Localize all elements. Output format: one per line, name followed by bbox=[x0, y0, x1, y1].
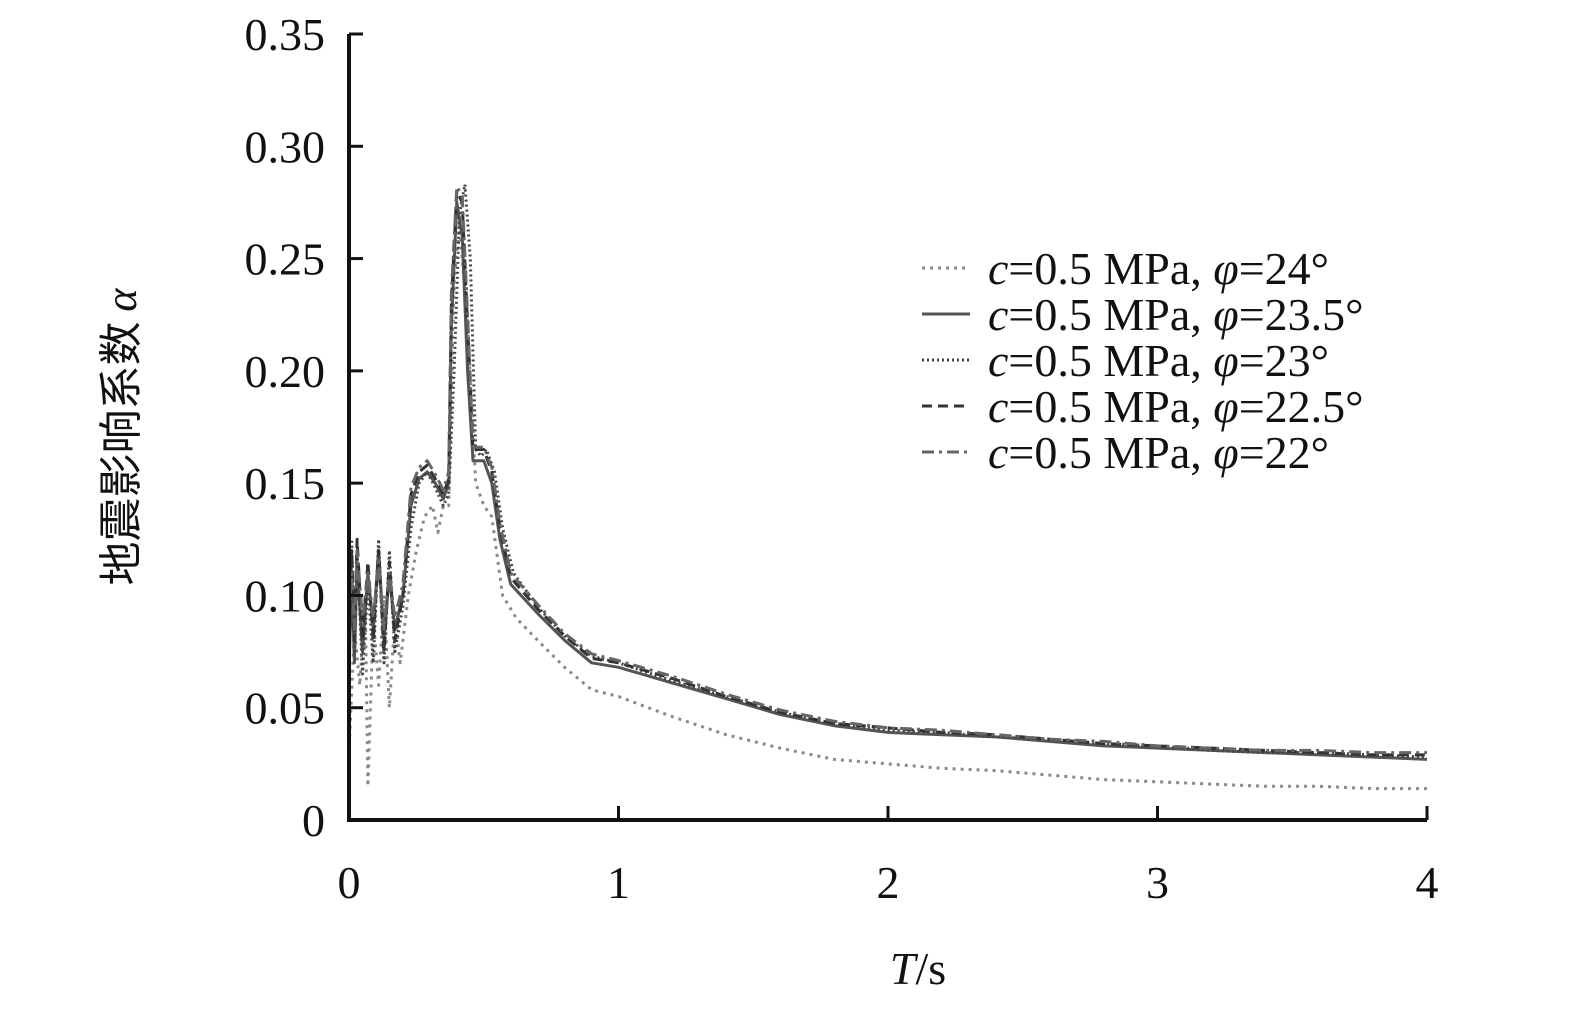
x-tick-label: 2 bbox=[877, 857, 900, 908]
series-line-5 bbox=[347, 185, 1427, 755]
y-tick-label: 0.30 bbox=[245, 121, 326, 172]
series-lines bbox=[347, 183, 1428, 791]
x-tick-label: 4 bbox=[1416, 857, 1439, 908]
y-tick-label: 0.05 bbox=[245, 683, 326, 734]
legend-label-2: c=0.5 MPa, φ=23.5° bbox=[988, 289, 1364, 340]
y-tick-label: 0.15 bbox=[245, 458, 326, 509]
y-tick-label: 0.25 bbox=[245, 234, 326, 285]
legend-var-c: c bbox=[988, 427, 1008, 478]
legend-cohesion: =0.5 MPa, bbox=[1008, 381, 1213, 432]
y-axis-title-var: α bbox=[97, 288, 146, 312]
legend-angle: =23° bbox=[1239, 335, 1329, 386]
legend-angle: =23.5° bbox=[1239, 289, 1364, 340]
legend-var-c: c bbox=[988, 243, 1008, 294]
legend-angle: =22° bbox=[1239, 427, 1329, 478]
legend-var-c: c bbox=[988, 335, 1008, 386]
legend-cohesion: =0.5 MPa, bbox=[1008, 243, 1213, 294]
legend-angle: =22.5° bbox=[1239, 381, 1364, 432]
x-axis-title: T/s bbox=[890, 943, 946, 994]
legend-var-phi: φ bbox=[1213, 335, 1238, 386]
x-ticks: 0 1 2 3 4 bbox=[338, 806, 1439, 908]
x-tick-label: 1 bbox=[607, 857, 630, 908]
legend-var-c: c bbox=[988, 289, 1008, 340]
x-axis-title-unit: /s bbox=[915, 943, 946, 994]
x-tick-label: 0 bbox=[338, 857, 361, 908]
legend-var-phi: φ bbox=[1213, 427, 1238, 478]
legend-label-5: c=0.5 MPa, φ=22° bbox=[988, 427, 1329, 478]
legend-cohesion: =0.5 MPa, bbox=[1008, 289, 1213, 340]
legend-label-1: c=0.5 MPa, φ=24° bbox=[988, 243, 1329, 294]
legend-var-c: c bbox=[988, 381, 1008, 432]
y-ticks: 0 0.05 0.10 0.15 0.20 0.25 0.30 0.35 bbox=[245, 9, 363, 846]
legend-cohesion: =0.5 MPa, bbox=[1008, 335, 1213, 386]
legend-cohesion: =0.5 MPa, bbox=[1008, 427, 1213, 478]
legend-var-phi: φ bbox=[1213, 381, 1238, 432]
legend-label-3: c=0.5 MPa, φ=23° bbox=[988, 335, 1329, 386]
axes: 0 0.05 0.10 0.15 0.20 0.25 0.30 0.35 0 1 2 3 4 bbox=[245, 9, 1439, 908]
x-tick-label: 3 bbox=[1146, 857, 1169, 908]
legend-var-phi: φ bbox=[1213, 243, 1238, 294]
legend-label-4: c=0.5 MPa, φ=22.5° bbox=[988, 381, 1364, 432]
x-axis-title-var: T bbox=[890, 943, 919, 994]
legend-var-phi: φ bbox=[1213, 289, 1238, 340]
legend: c=0.5 MPa, φ=24°c=0.5 MPa, φ=23.5°c=0.5 … bbox=[922, 243, 1364, 478]
y-tick-label: 0 bbox=[302, 795, 325, 846]
legend-angle: =24° bbox=[1239, 243, 1329, 294]
y-tick-label: 0.10 bbox=[245, 570, 326, 621]
y-axis-title-text: 地震影响系数 bbox=[96, 322, 147, 586]
y-tick-label: 0.35 bbox=[245, 9, 326, 60]
y-axis-title: 地震影响系数 α bbox=[96, 288, 147, 586]
y-tick-label: 0.20 bbox=[245, 346, 326, 397]
